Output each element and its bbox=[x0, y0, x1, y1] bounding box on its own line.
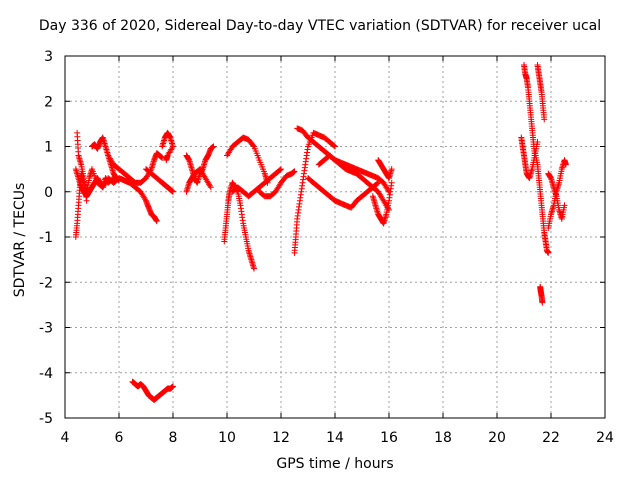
y-tick-label: -4 bbox=[39, 366, 53, 382]
series-arc-x bbox=[518, 134, 541, 182]
data-point bbox=[207, 184, 214, 191]
data-point bbox=[562, 161, 569, 168]
data-point bbox=[534, 138, 541, 145]
series-arc-ab bbox=[545, 170, 568, 222]
series-arc-b bbox=[72, 166, 117, 200]
data-point bbox=[83, 197, 90, 204]
x-axis-label: GPS time / hours bbox=[276, 456, 394, 472]
x-tick-label: 20 bbox=[488, 430, 506, 446]
data-point bbox=[251, 265, 257, 272]
data-point bbox=[170, 188, 176, 195]
y-tick-label: 0 bbox=[44, 185, 53, 201]
data-point bbox=[539, 299, 546, 306]
series-arc-s bbox=[315, 152, 392, 213]
x-tick-label: 6 bbox=[115, 430, 124, 446]
data-point bbox=[561, 202, 568, 209]
series-arc-i bbox=[129, 378, 176, 403]
series-arc-v bbox=[521, 62, 538, 159]
x-tick-label: 16 bbox=[380, 430, 398, 446]
data-point bbox=[545, 249, 552, 256]
y-tick-label: -1 bbox=[39, 230, 53, 246]
data-point bbox=[332, 143, 338, 150]
data-point bbox=[374, 180, 381, 187]
data-point bbox=[541, 116, 548, 123]
series-arc-t bbox=[369, 179, 395, 227]
series-arc-c bbox=[74, 129, 90, 204]
x-tick-label: 24 bbox=[596, 430, 614, 446]
y-tick-label: 1 bbox=[44, 140, 53, 156]
y-tick-label: -5 bbox=[39, 411, 53, 427]
x-tick-label: 8 bbox=[169, 430, 178, 446]
y-tick-label: -2 bbox=[39, 275, 53, 291]
x-tick-label: 22 bbox=[542, 430, 560, 446]
x-tick-label: 14 bbox=[326, 430, 344, 446]
series-arc-aa bbox=[545, 157, 569, 231]
series-arc-z bbox=[537, 283, 546, 306]
data-point bbox=[331, 142, 338, 149]
y-axis-label: SDTVAR / TECUs bbox=[12, 182, 28, 298]
series-arc-g bbox=[143, 166, 176, 195]
series-arc-k bbox=[183, 166, 214, 195]
series-arc-w bbox=[534, 62, 548, 123]
data-point bbox=[277, 166, 284, 173]
series-arc-y bbox=[531, 148, 552, 256]
y-tick-label: 2 bbox=[44, 94, 53, 110]
grid-lines bbox=[65, 56, 605, 418]
y-tick-label: -3 bbox=[39, 321, 53, 337]
x-tick-label: 4 bbox=[61, 430, 70, 446]
series-arc-p bbox=[291, 129, 338, 256]
series-arc-n bbox=[229, 166, 284, 200]
x-tick-label: 10 bbox=[218, 430, 236, 446]
series-arc-r bbox=[305, 175, 382, 211]
series-arc-m bbox=[224, 134, 271, 186]
data-point bbox=[375, 179, 382, 186]
x-tick-label: 18 bbox=[434, 430, 452, 446]
y-tick-label: 3 bbox=[44, 49, 53, 65]
series-arc-o bbox=[256, 168, 298, 200]
series-arc-u bbox=[375, 157, 395, 182]
data-point bbox=[170, 383, 176, 390]
data-points bbox=[72, 62, 569, 403]
x-tick-label: 12 bbox=[272, 430, 290, 446]
data-point bbox=[388, 179, 395, 186]
data-point bbox=[291, 168, 298, 175]
data-point bbox=[250, 142, 257, 149]
data-point bbox=[278, 166, 284, 173]
data-point bbox=[163, 157, 170, 164]
series-arc-h bbox=[159, 129, 176, 164]
data-point bbox=[153, 218, 160, 225]
chart-title: Day 336 of 2020, Sidereal Day-to-day VTE… bbox=[38, 18, 602, 34]
data-point bbox=[210, 143, 217, 150]
data-point bbox=[388, 166, 395, 173]
series-arc-f bbox=[116, 175, 160, 225]
